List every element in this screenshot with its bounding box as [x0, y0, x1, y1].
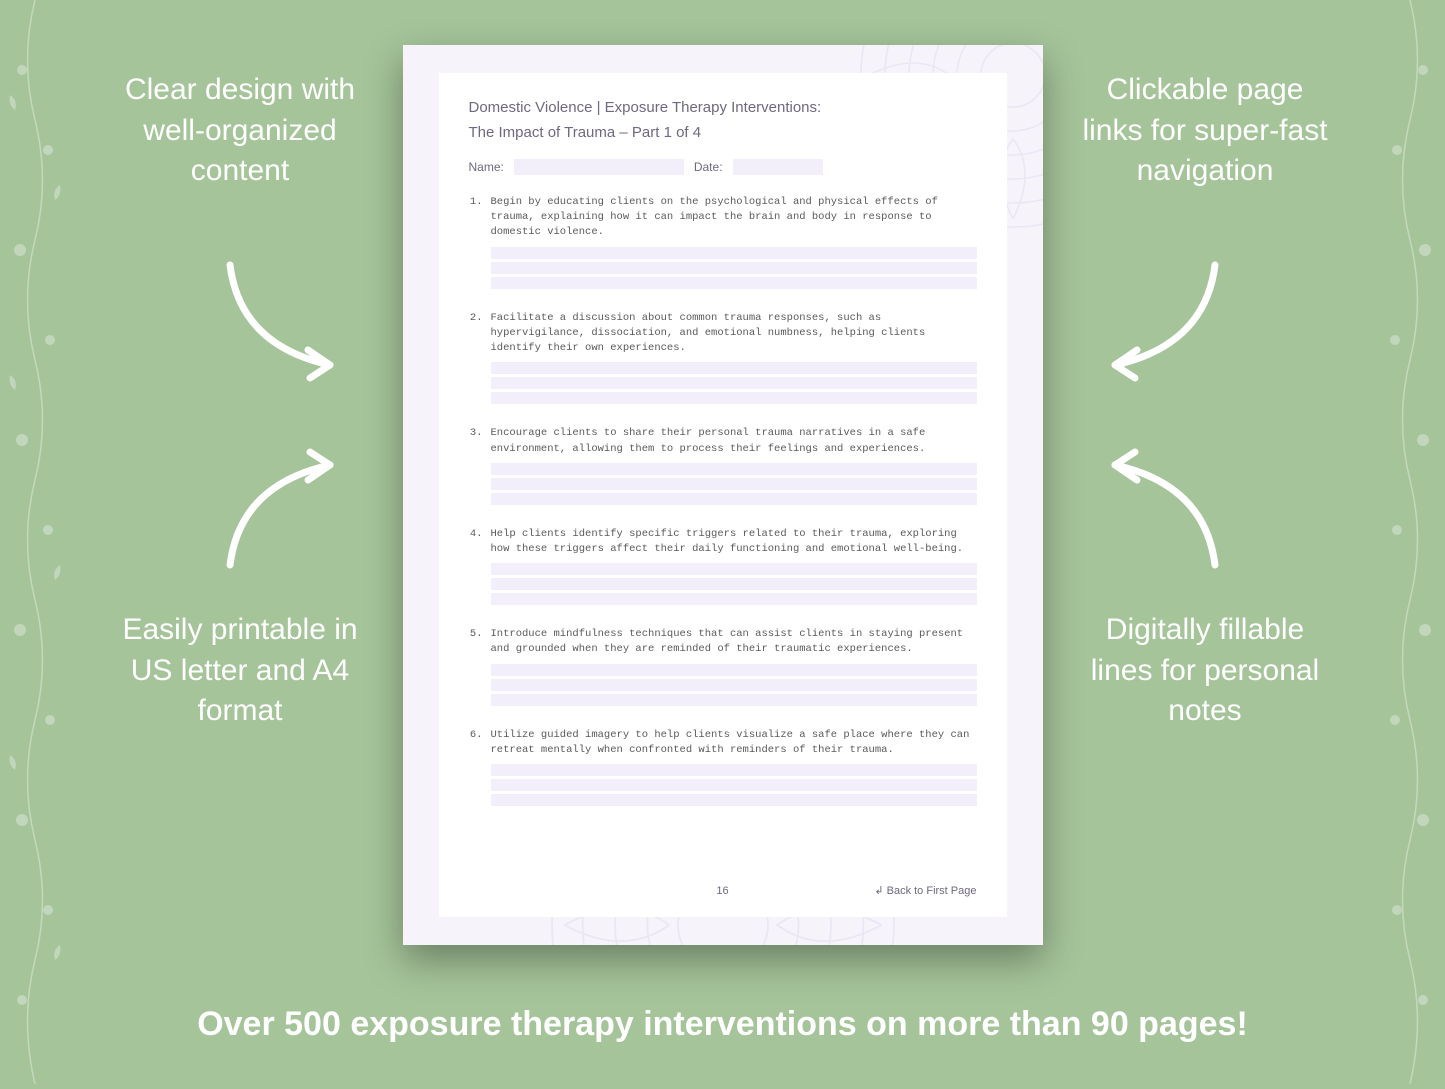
- page-subheading: The Impact of Trauma – Part 1 of 4: [469, 124, 977, 141]
- date-label: Date:: [694, 160, 723, 174]
- page-heading: Domestic Violence | Exposure Therapy Int…: [469, 99, 977, 116]
- item-text: Utilize guided imagery to help clients v…: [491, 728, 977, 758]
- name-label: Name:: [469, 160, 504, 174]
- fill-line[interactable]: [491, 764, 977, 776]
- fill-lines: [491, 463, 977, 505]
- back-to-first-link[interactable]: ↲ Back to First Page: [874, 884, 976, 897]
- fill-lines: [491, 764, 977, 806]
- name-field[interactable]: [514, 159, 684, 175]
- item-number: 6.: [469, 728, 483, 806]
- meta-row: Name: Date:: [469, 159, 977, 175]
- item-text: Facilitate a discussion about common tra…: [491, 311, 977, 357]
- worksheet-item: 1.Begin by educating clients on the psyc…: [469, 195, 977, 289]
- fill-line[interactable]: [491, 578, 977, 590]
- fill-line[interactable]: [491, 277, 977, 289]
- fill-lines: [491, 563, 977, 605]
- item-body: Begin by educating clients on the psycho…: [491, 195, 977, 289]
- arrow-bottom-left: [210, 445, 360, 580]
- fill-line[interactable]: [491, 493, 977, 505]
- item-body: Introduce mindfulness techniques that ca…: [491, 627, 977, 705]
- fill-line[interactable]: [491, 463, 977, 475]
- item-number: 5.: [469, 627, 483, 705]
- vine-border-left: [0, 0, 70, 1084]
- vine-border-right: [1375, 0, 1445, 1084]
- fill-line[interactable]: [491, 593, 977, 605]
- callout-bottom-left: Easily printable in US letter and A4 for…: [110, 610, 370, 732]
- fill-line[interactable]: [491, 794, 977, 806]
- arrow-bottom-right: [1085, 445, 1235, 580]
- fill-line[interactable]: [491, 694, 977, 706]
- items-list: 1.Begin by educating clients on the psyc…: [469, 195, 977, 872]
- arrow-top-left: [210, 255, 360, 390]
- fill-lines: [491, 362, 977, 404]
- date-field[interactable]: [733, 159, 823, 175]
- item-body: Facilitate a discussion about common tra…: [491, 311, 977, 405]
- page-footer: 16 ↲ Back to First Page: [469, 884, 977, 897]
- callout-bottom-right: Digitally fillable lines for personal no…: [1075, 610, 1335, 732]
- item-text: Help clients identify specific triggers …: [491, 527, 977, 557]
- item-text: Begin by educating clients on the psycho…: [491, 195, 977, 241]
- fill-line[interactable]: [491, 247, 977, 259]
- item-number: 2.: [469, 311, 483, 405]
- arrow-top-right: [1085, 255, 1235, 390]
- item-text: Introduce mindfulness techniques that ca…: [491, 627, 977, 657]
- fill-line[interactable]: [491, 779, 977, 791]
- item-number: 4.: [469, 527, 483, 605]
- fill-lines: [491, 664, 977, 706]
- worksheet-item: 4. Help clients identify specific trigger…: [469, 527, 977, 605]
- fill-lines: [491, 247, 977, 289]
- page-inner: Domestic Violence | Exposure Therapy Int…: [439, 73, 1007, 917]
- fill-line[interactable]: [491, 664, 977, 676]
- item-number: 3.: [469, 426, 483, 504]
- fill-line[interactable]: [491, 362, 977, 374]
- callout-top-left: Clear design with well-organized content: [110, 70, 370, 192]
- fill-line[interactable]: [491, 377, 977, 389]
- item-body: Encourage clients to share their persona…: [491, 426, 977, 504]
- fill-line[interactable]: [491, 563, 977, 575]
- fill-line[interactable]: [491, 392, 977, 404]
- worksheet-item: 3. Encourage clients to share their perso…: [469, 426, 977, 504]
- item-body: Help clients identify specific triggers …: [491, 527, 977, 605]
- fill-line[interactable]: [491, 478, 977, 490]
- worksheet-item: 2.Facilitate a discussion about common t…: [469, 311, 977, 405]
- worksheet-item: 6. Utilize guided imagery to help clients…: [469, 728, 977, 806]
- callout-top-right: Clickable page links for super-fast navi…: [1075, 70, 1335, 192]
- item-body: Utilize guided imagery to help clients v…: [491, 728, 977, 806]
- footer-banner: Over 500 exposure therapy interventions …: [0, 1005, 1445, 1044]
- fill-line[interactable]: [491, 262, 977, 274]
- item-number: 1.: [469, 195, 483, 289]
- page-number: 16: [716, 885, 728, 897]
- item-text: Encourage clients to share their persona…: [491, 426, 977, 456]
- fill-line[interactable]: [491, 679, 977, 691]
- worksheet-page: Domestic Violence | Exposure Therapy Int…: [403, 45, 1043, 945]
- worksheet-item: 5. Introduce mindfulness techniques that …: [469, 627, 977, 705]
